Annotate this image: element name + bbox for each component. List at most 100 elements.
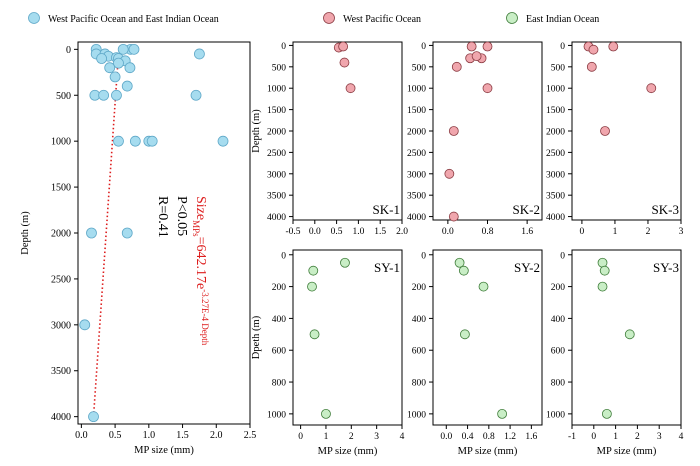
x-tick-label: 3 — [374, 432, 379, 442]
x-tick-label: 1.6 — [521, 227, 533, 237]
y-axis-title: Dpeth (m) — [251, 315, 262, 359]
y-tick-label: 500 — [412, 63, 427, 73]
y-tick-label: 1500 — [51, 183, 71, 194]
y-axis-title: Depth (m) — [20, 211, 31, 255]
panel-sk-3: 0 1 2 3 0 500 1000 1500 2000 2500 3000 3500 4000 SK-3 — [546, 41, 684, 237]
data-point — [146, 135, 158, 147]
data-point — [109, 71, 121, 83]
data-point — [190, 89, 202, 101]
x-tick-label: 1.6 — [525, 432, 537, 442]
data-point — [338, 41, 349, 52]
x-tick-label: 2.5 — [244, 430, 257, 441]
x-tick-label: 1.0 — [352, 227, 364, 237]
panel-label: SY-1 — [374, 260, 400, 275]
panel-sy-2: 0.0 0.4 0.8 1.2 1.6 0 200 400 600 800 1000 MP size … — [407, 249, 543, 457]
data-point — [129, 135, 141, 147]
x-tick-label: 4 — [400, 432, 405, 442]
panel-label: SY-3 — [653, 260, 679, 275]
y-tick-label: 800 — [412, 379, 427, 389]
x-tick-label: 0 — [591, 432, 596, 442]
y-tick-label: 0 — [281, 42, 286, 52]
y-tick-label: 3000 — [407, 170, 426, 180]
x-tick-label: 0.0 — [309, 227, 321, 237]
legend-label: West Pacific Ocean and East Indian Ocean — [48, 14, 219, 25]
y-tick-label: 600 — [551, 347, 566, 357]
data-point — [482, 41, 493, 52]
y-tick-label: 4000 — [51, 412, 71, 423]
x-tick-label: 0.0 — [442, 227, 454, 237]
legend-label: West Pacific Ocean — [343, 14, 421, 25]
data-point — [458, 265, 469, 276]
x-tick-label: 0.8 — [482, 227, 494, 237]
data-point — [339, 57, 350, 68]
data-point — [454, 257, 465, 268]
panel-label: SK-3 — [652, 202, 679, 217]
y-tick-label: 2000 — [407, 128, 426, 138]
y-tick-label: 2000 — [51, 229, 71, 240]
y-tick-label: 0 — [560, 251, 565, 261]
x-tick-label: 1 — [613, 432, 618, 442]
y-tick-label: 1500 — [267, 106, 286, 116]
x-tick-label: 1.5 — [176, 430, 189, 441]
legend-marker — [28, 12, 40, 24]
plot-frame — [292, 41, 403, 221]
panel-sk-1: -0.5 0.0 0.5 1.0 1.5 2.0 0 500 1000 1500 2000 2500 3… — [251, 41, 408, 237]
y-tick-label: 4000 — [267, 213, 286, 223]
y-tick-label: 400 — [551, 315, 566, 325]
data-point — [497, 408, 508, 419]
y-tick-label: 1000 — [51, 137, 71, 148]
x-tick-label: 1 — [613, 227, 618, 237]
data-point — [460, 329, 470, 340]
y-tick-label: 3500 — [51, 366, 71, 377]
data-point — [586, 61, 597, 72]
x-tick-label: 1.5 — [374, 227, 386, 237]
x-tick-label: 0 — [298, 432, 303, 442]
data-point — [217, 135, 229, 147]
y-tick-label: 1000 — [267, 85, 286, 95]
x-tick-label: 0.0 — [75, 430, 88, 441]
regression-line — [92, 53, 120, 417]
panel-sk-2: 0.0 0.8 1.6 0 500 1000 1500 2000 2500 3000 3500 400… — [407, 41, 543, 237]
data-point — [444, 168, 455, 179]
y-tick-label: 3000 — [267, 170, 286, 180]
y-tick-label: 500 — [272, 63, 287, 73]
x-tick-label: 0.5 — [109, 430, 122, 441]
data-point — [624, 329, 635, 340]
y-tick-label: 800 — [551, 379, 566, 389]
x-axis-title: MP size (mm) — [318, 446, 378, 457]
data-point — [448, 211, 459, 222]
legend: West Pacific Ocean and East Indian Ocean… — [28, 12, 599, 25]
data-point — [121, 227, 133, 239]
legend-label: East Indian Ocean — [526, 14, 599, 25]
x-tick-label: 3 — [657, 432, 662, 442]
r-value-label: R=0.41 — [155, 196, 170, 238]
y-tick-label: 1000 — [407, 410, 426, 420]
legend-marker — [506, 12, 518, 24]
data-point — [124, 62, 136, 74]
y-tick-label: 600 — [412, 347, 427, 357]
plot-frame — [432, 249, 543, 426]
chart-panels: 0.0 0.5 1.0 1.5 2.0 2.50500100015002000250030… — [20, 41, 684, 457]
data-point — [194, 48, 205, 60]
x-tick-label: 1 — [324, 432, 329, 442]
x-tick-label: 4 — [679, 432, 684, 442]
data-point — [104, 62, 116, 74]
data-point — [601, 408, 612, 419]
y-tick-label: 0 — [421, 251, 426, 261]
panel-sy-1: 0 1 2 3 4 0 200 400 600 800 1000 MP size (mm) Dpeth … — [251, 249, 405, 457]
data-point — [308, 265, 319, 276]
plot-frame — [571, 249, 682, 426]
panel-label: SK-1 — [373, 202, 400, 217]
data-point — [307, 281, 317, 292]
data-point — [79, 319, 91, 331]
x-tick-label: 2.0 — [210, 430, 223, 441]
y-tick-label: 400 — [272, 315, 287, 325]
y-tick-label: 800 — [272, 379, 287, 389]
data-point — [345, 83, 356, 94]
data-point — [113, 57, 124, 69]
y-tick-label: 0 — [66, 45, 71, 56]
x-tick-label: 2 — [349, 432, 354, 442]
y-tick-label: 400 — [412, 315, 427, 325]
y-tick-label: 2500 — [267, 149, 286, 159]
